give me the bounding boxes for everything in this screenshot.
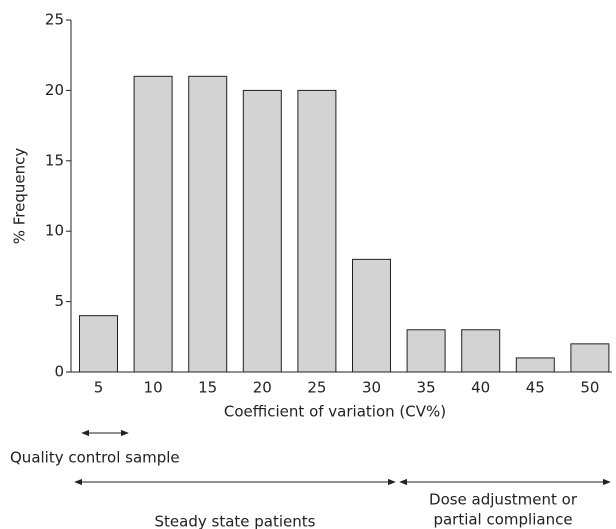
bar xyxy=(515,357,555,373)
bar xyxy=(242,89,282,373)
y-axis-label: % Frequency xyxy=(11,148,29,245)
x-tick-label: 20 xyxy=(253,379,272,397)
y-tick-label: 15 xyxy=(45,151,64,169)
annotation: Quality control sample xyxy=(10,449,180,467)
bar xyxy=(188,75,228,373)
x-tick-label: 45 xyxy=(526,379,545,397)
bar xyxy=(297,89,337,373)
annotation: Steady state patients xyxy=(155,513,316,529)
x-tick-label: 50 xyxy=(580,379,599,397)
annotation: partial compliance xyxy=(433,511,572,529)
x-tick-label: 35 xyxy=(417,379,436,397)
x-tick-label: 25 xyxy=(307,379,326,397)
bar xyxy=(133,75,173,373)
x-tick-label: 40 xyxy=(471,379,490,397)
y-tick-label: 0 xyxy=(54,363,64,381)
y-tick-label: 20 xyxy=(45,81,64,99)
y-tick-label: 5 xyxy=(54,292,64,310)
bar xyxy=(352,258,391,373)
x-tick-label: 5 xyxy=(94,379,104,397)
bar xyxy=(570,343,610,373)
bar xyxy=(406,329,446,373)
bar xyxy=(79,315,118,373)
x-tick-label: 15 xyxy=(198,379,217,397)
annotation: Dose adjustment or xyxy=(429,491,578,509)
x-axis-label: Coefficient of variation (CV%) xyxy=(224,403,446,421)
x-tick-label: 30 xyxy=(362,379,381,397)
x-tick-label: 10 xyxy=(144,379,163,397)
bar xyxy=(461,329,501,373)
y-tick-label: 25 xyxy=(45,11,64,29)
y-tick-label: 10 xyxy=(45,222,64,240)
